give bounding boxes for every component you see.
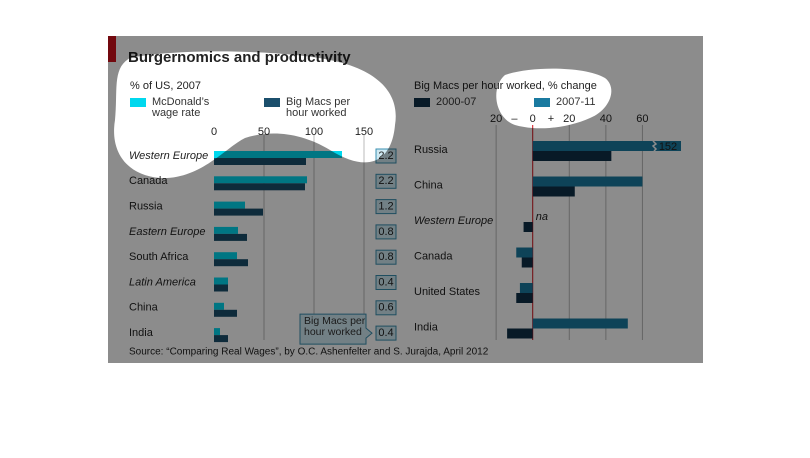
bar bbox=[214, 233, 247, 241]
ratio-box bbox=[375, 300, 397, 316]
x-tick-label: 100 bbox=[305, 126, 323, 138]
ratio-value: 0.8 bbox=[378, 251, 393, 263]
source: Source: “Comparing Real Wages”, by O.C. … bbox=[129, 347, 489, 358]
subtitle: Big Macs per hour worked, % change bbox=[414, 80, 597, 92]
legend-swatch bbox=[414, 98, 430, 107]
axis-sign: + bbox=[548, 113, 554, 125]
category-label: Latin America bbox=[129, 276, 196, 288]
x-tick-label: 0 bbox=[211, 126, 217, 138]
ratio-value: 0.4 bbox=[378, 327, 393, 339]
ratio-box bbox=[375, 275, 397, 290]
category-label: India bbox=[414, 321, 439, 333]
category-label: United States bbox=[414, 286, 481, 298]
ratio-key-box bbox=[299, 313, 373, 345]
category-label: China bbox=[129, 302, 159, 314]
bar bbox=[516, 247, 533, 258]
legend-swatch bbox=[130, 98, 146, 107]
category-label: Canada bbox=[129, 175, 168, 187]
bar bbox=[214, 201, 245, 209]
bar bbox=[214, 302, 224, 310]
ratio-box bbox=[375, 224, 397, 240]
axis-sign: – bbox=[511, 113, 518, 125]
x-tick-label: 20 bbox=[490, 113, 502, 125]
legend-label: Big Macs per hour worked bbox=[286, 96, 351, 119]
bar bbox=[214, 284, 228, 292]
bar bbox=[523, 222, 533, 232]
value-label: 152 bbox=[659, 141, 677, 153]
bar bbox=[214, 259, 248, 267]
chart-title: Burgernomics and productivity bbox=[128, 49, 351, 66]
bar bbox=[214, 226, 238, 234]
bar bbox=[521, 257, 533, 268]
category-label: Russia bbox=[414, 144, 449, 156]
ratio-value: 0.4 bbox=[378, 276, 393, 288]
bar bbox=[532, 318, 628, 329]
legend-swatch bbox=[264, 98, 280, 107]
value-label-box bbox=[655, 141, 681, 151]
ratio-value: 0.6 bbox=[378, 302, 393, 314]
bar bbox=[516, 293, 533, 303]
bar bbox=[214, 309, 237, 317]
ratio-value: 1.2 bbox=[378, 201, 393, 213]
ratio-box bbox=[375, 148, 397, 164]
x-tick-label: 0 bbox=[530, 113, 536, 125]
ratio-value: 2.2 bbox=[378, 175, 393, 187]
ratio-box bbox=[375, 325, 397, 341]
bar bbox=[532, 141, 681, 151]
bar bbox=[519, 283, 533, 293]
category-label: Western Europe bbox=[129, 150, 208, 162]
category-label: Western Europe bbox=[414, 215, 493, 227]
ratio-key-label: Big Macs per hour worked bbox=[304, 315, 366, 339]
x-tick-label: 150 bbox=[355, 126, 373, 138]
subtitle: % of US, 2007 bbox=[130, 80, 201, 92]
value-label: na bbox=[536, 211, 548, 223]
bar bbox=[214, 277, 228, 285]
bar bbox=[507, 328, 533, 339]
bar bbox=[532, 151, 612, 161]
category-label: China bbox=[414, 179, 444, 191]
category-label: Russia bbox=[129, 201, 164, 213]
ratio-value: 2.2 bbox=[378, 150, 393, 162]
bar bbox=[214, 176, 307, 184]
bar bbox=[214, 335, 228, 343]
x-tick-label: 60 bbox=[636, 113, 648, 125]
corner-mark bbox=[108, 36, 116, 62]
x-tick-label: 40 bbox=[600, 113, 612, 125]
bar bbox=[532, 186, 575, 197]
bar bbox=[532, 176, 643, 187]
ratio-box bbox=[375, 249, 397, 265]
category-label: Canada bbox=[414, 250, 453, 262]
legend-label: McDonald’s wage rate bbox=[152, 96, 210, 119]
x-tick-label: 50 bbox=[258, 126, 270, 138]
ratio-box bbox=[375, 173, 397, 189]
bar bbox=[214, 328, 220, 336]
category-label: India bbox=[129, 327, 154, 339]
legend-swatch bbox=[534, 98, 550, 107]
bar bbox=[214, 158, 306, 165]
bar bbox=[214, 252, 237, 260]
ratio-box bbox=[375, 199, 397, 215]
legend-label: 2000-07 bbox=[436, 96, 477, 108]
ratio-value: 0.8 bbox=[378, 226, 393, 238]
legend-label: 2007-11 bbox=[556, 96, 596, 108]
bar bbox=[214, 151, 342, 158]
category-label: Eastern Europe bbox=[129, 226, 205, 238]
break-mark bbox=[651, 140, 658, 152]
bar bbox=[214, 208, 263, 216]
x-tick-label: 20 bbox=[563, 113, 575, 125]
category-label: South Africa bbox=[129, 251, 189, 263]
chart-background bbox=[108, 36, 703, 363]
bar bbox=[214, 183, 305, 191]
